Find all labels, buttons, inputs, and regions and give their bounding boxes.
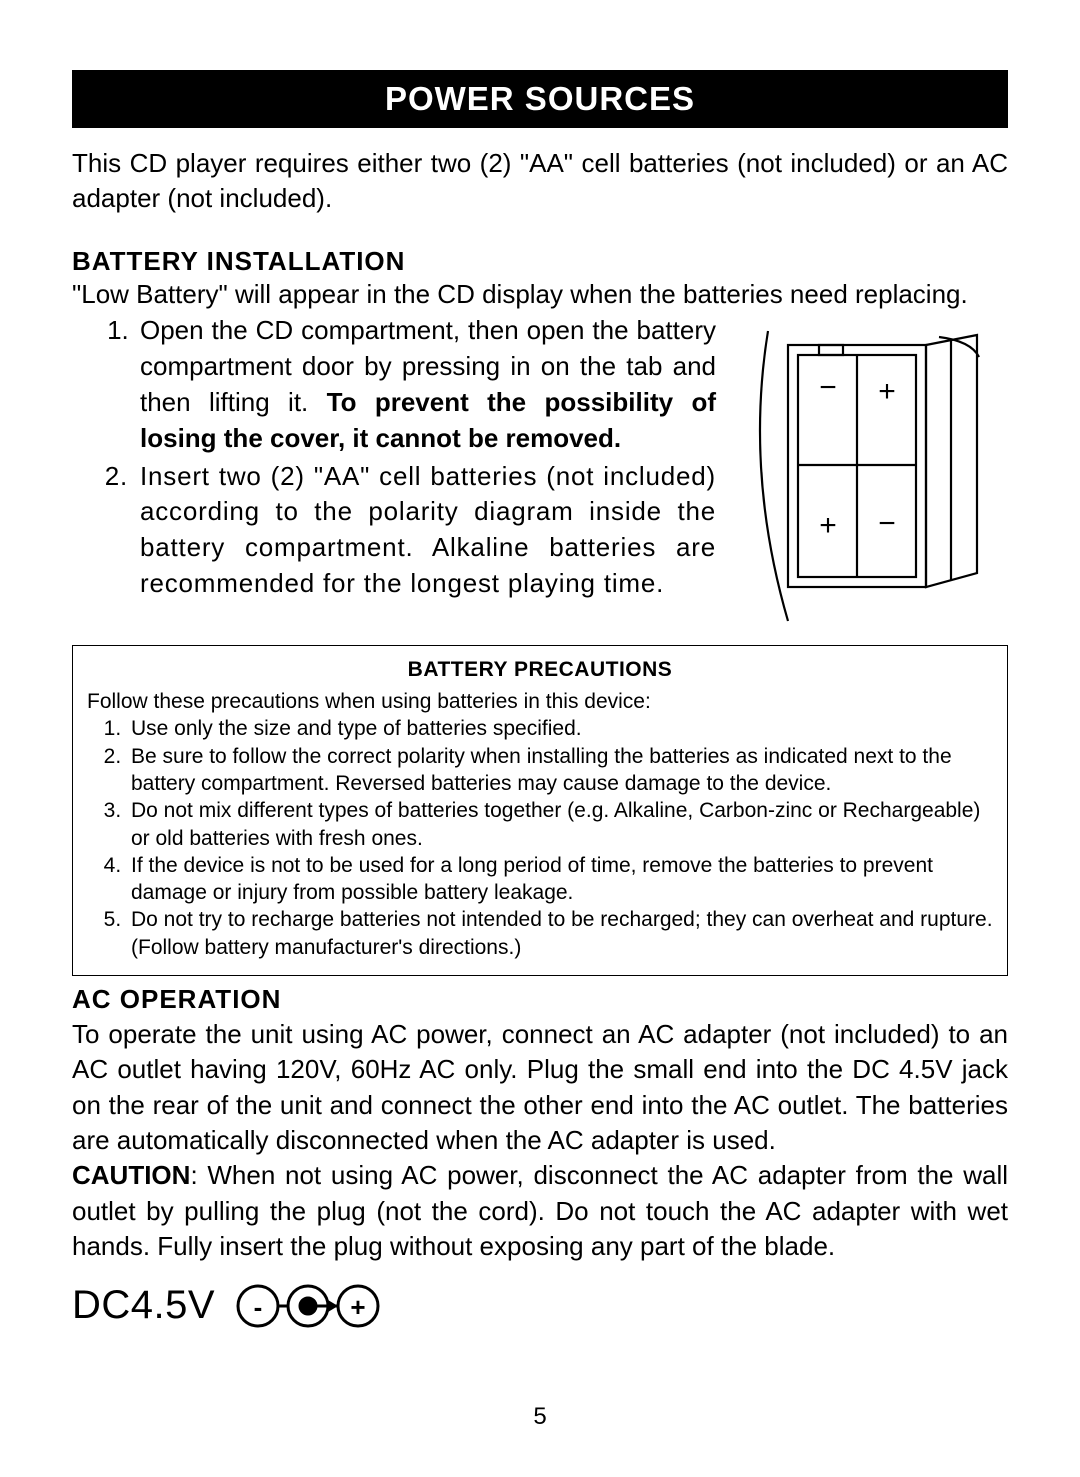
section-header: POWER SOURCES [72,70,1008,128]
battery-compartment-icon: − + + − [733,323,1003,633]
battery-steps-list: Open the CD compartment, then open the b… [72,313,716,602]
precaution-item: Do not try to recharge batteries not int… [127,906,993,961]
battery-row: Open the CD compartment, then open the b… [72,313,1008,633]
page-number: 5 [0,1403,1080,1431]
polarity-minus-icon: − [878,507,896,540]
battery-heading: BATTERY INSTALLATION [72,246,1008,277]
battery-diagram: − + + − [728,313,1008,633]
caution-body: : When not using AC power, disconnect th… [72,1160,1008,1261]
dc-plus-icon: + [350,1292,365,1322]
precautions-list: Use only the size and type of batteries … [87,715,993,961]
polarity-plus-icon: + [878,375,896,408]
precaution-item: Use only the size and type of batteries … [127,715,993,742]
ac-body: To operate the unit using AC power, conn… [72,1017,1008,1265]
dc-jack-row: DC4.5V - + [72,1281,1008,1331]
ac-body-pre: To operate the unit using AC power, conn… [72,1019,1008,1155]
intro-paragraph: This CD player requires either two (2) "… [72,146,1008,216]
dc-polarity-icon: - + [233,1281,383,1331]
polarity-plus-icon: + [819,509,837,542]
dc-voltage-label: DC4.5V [72,1283,215,1328]
ac-heading: AC OPERATION [72,984,1008,1015]
precaution-item: Be sure to follow the correct polarity w… [127,743,993,798]
precautions-lead: Follow these precautions when using batt… [87,688,993,715]
polarity-minus-icon: − [819,371,837,404]
precaution-item: Do not mix different types of batteries … [127,797,993,852]
precautions-title: BATTERY PRECAUTIONS [87,658,993,682]
caution-label: CAUTION [72,1160,190,1190]
battery-steps-col: Open the CD compartment, then open the b… [72,313,716,633]
battery-step-1: Open the CD compartment, then open the b… [136,313,716,457]
battery-intro: "Low Battery" will appear in the CD disp… [72,277,1008,313]
precaution-item: If the device is not to be used for a lo… [127,852,993,907]
precautions-box: BATTERY PRECAUTIONS Follow these precaut… [72,645,1008,976]
dc-minus-icon: - [254,1292,263,1322]
battery-step-2: Insert two (2) "AA" cell batteries (not … [136,459,716,603]
